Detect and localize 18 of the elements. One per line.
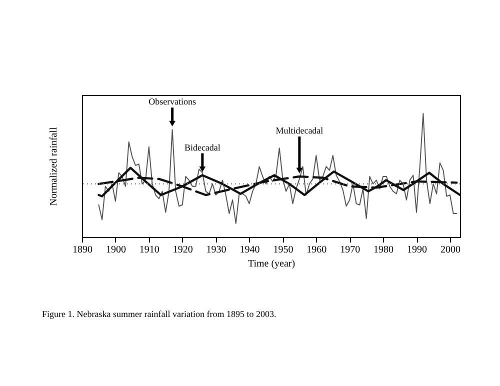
caption: Figure 1. Nebraska summer rainfall variation from 1895 to 2003. [42, 309, 276, 319]
x-tick-label: 1900 [106, 244, 126, 256]
text: Observations [148, 96, 197, 107]
text: Bidecadal [184, 142, 221, 152]
x-axis-title: Time (year) [248, 258, 296, 270]
x-tick-label: 1890 [72, 244, 92, 256]
y-axis-title: Normalized rainfall [48, 126, 60, 206]
x-tick-label: 1940 [240, 244, 260, 256]
x-tick-label: 1960 [306, 244, 327, 256]
x-tick-label: 1980 [374, 244, 394, 256]
x-tick-label: 2000 [440, 244, 460, 256]
x-tick-label: 1930 [206, 244, 226, 256]
text: Multidecadal [276, 125, 324, 136]
x-tick-label: 1920 [172, 244, 193, 256]
x-tick-label: 1990 [407, 244, 428, 256]
x-tick-label: 1970 [340, 244, 360, 256]
x-tick-label: 1950 [273, 244, 294, 256]
x-tick-label: 1910 [139, 244, 160, 256]
